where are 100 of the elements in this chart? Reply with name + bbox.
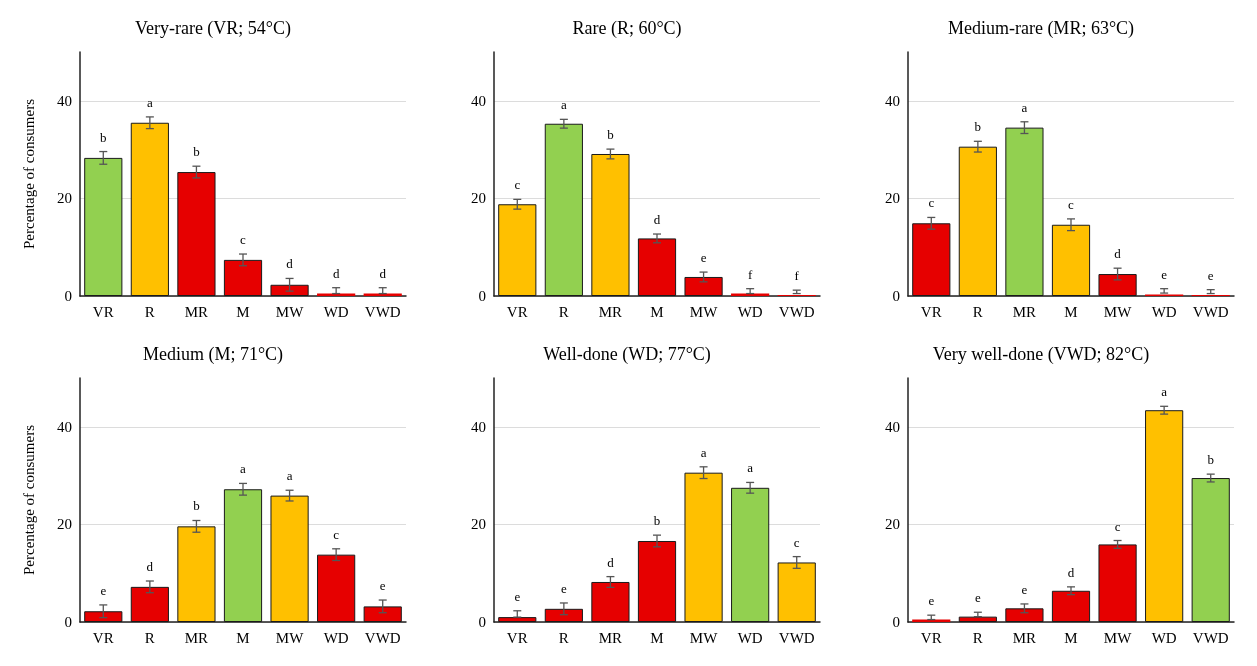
data-label: a xyxy=(146,94,153,110)
x-tick-label: MR xyxy=(184,303,209,320)
x-tick-label: VWD xyxy=(364,303,401,320)
chart-title: Rare (R; 60°C) xyxy=(572,18,682,39)
x-tick-label: MW xyxy=(1103,303,1133,320)
data-label: b xyxy=(193,144,200,160)
y-tick-label: 40 xyxy=(471,92,486,109)
data-label: e xyxy=(974,590,981,606)
x-tick-label: R xyxy=(144,303,155,320)
x-tick-label: MR xyxy=(598,303,623,320)
x-tick-label: M xyxy=(1064,629,1078,646)
data-label: a xyxy=(700,444,707,460)
y-tick-label: 20 xyxy=(57,516,72,533)
x-tick-label: MW xyxy=(1103,629,1133,646)
y-tick-label: 40 xyxy=(57,92,72,109)
y-tick-label: 0 xyxy=(478,614,486,630)
x-tick-label: R xyxy=(972,629,983,646)
x-tick-label: WD xyxy=(1151,629,1177,646)
chart-title: Medium (M; 71°C) xyxy=(142,344,284,365)
y-tick-label: 20 xyxy=(471,516,486,533)
x-tick-label: R xyxy=(972,303,983,320)
data-label: d xyxy=(332,265,340,281)
x-tick-label: R xyxy=(558,303,569,320)
x-tick-label: VWD xyxy=(778,629,815,646)
chart-title: Medium-rare (MR; 63°C) xyxy=(947,18,1135,39)
y-tick-label: 20 xyxy=(885,516,900,533)
x-tick-label: R xyxy=(144,629,155,646)
x-tick-label: VR xyxy=(506,303,528,320)
x-tick-label: VR xyxy=(506,629,528,646)
data-label: a xyxy=(747,460,754,476)
x-tick-label: VWD xyxy=(778,303,815,320)
data-label: d xyxy=(653,212,661,228)
chart-title: Very well-done (VWD; 82°C) xyxy=(932,344,1150,365)
data-label: b xyxy=(607,127,614,143)
x-tick-label: MR xyxy=(184,629,209,646)
data-label: d xyxy=(607,554,615,570)
data-label: e xyxy=(1021,581,1028,597)
data-label: e xyxy=(514,588,521,604)
y-tick-label: 20 xyxy=(885,190,900,207)
x-tick-label: M xyxy=(650,303,664,320)
x-tick-label: VWD xyxy=(1192,629,1229,646)
chart-title: Well-done (WD; 77°C) xyxy=(543,344,711,365)
y-tick-label: 40 xyxy=(57,418,72,435)
x-tick-label: M xyxy=(1064,303,1078,320)
x-tick-label: MW xyxy=(275,629,305,646)
x-tick-label: VR xyxy=(920,303,942,320)
data-label: c xyxy=(928,195,935,211)
x-tick-label: R xyxy=(558,629,569,646)
x-tick-label: VWD xyxy=(1192,303,1229,320)
data-label: e xyxy=(928,593,935,609)
data-label: e xyxy=(1161,266,1168,282)
data-label: f xyxy=(747,266,753,282)
x-tick-label: VR xyxy=(92,629,114,646)
data-label: d xyxy=(286,256,294,272)
data-label: c xyxy=(1068,196,1075,212)
data-label: d xyxy=(146,559,154,575)
x-tick-label: MR xyxy=(1012,303,1037,320)
chart-title: Very-rare (VR; 54°C) xyxy=(134,18,292,39)
data-label: b xyxy=(100,129,107,145)
data-label: b xyxy=(193,498,200,514)
x-tick-label: VR xyxy=(920,629,942,646)
x-tick-label: WD xyxy=(323,629,349,646)
y-axis-title: Percentage of consumers xyxy=(20,424,37,575)
y-tick-label: 0 xyxy=(64,614,72,630)
x-tick-label: M xyxy=(650,629,664,646)
y-tick-label: 40 xyxy=(471,418,486,435)
data-label: e xyxy=(1207,267,1214,283)
y-tick-label: 0 xyxy=(64,288,72,304)
data-label: b xyxy=(653,513,661,529)
data-label: a xyxy=(1161,384,1168,400)
data-label: e xyxy=(100,582,107,598)
x-tick-label: M xyxy=(236,629,250,646)
data-label: a xyxy=(240,461,247,477)
y-axis-title: Percentage of consumers xyxy=(20,98,37,249)
x-tick-label: MW xyxy=(275,303,305,320)
y-tick-label: 0 xyxy=(478,288,486,304)
x-tick-label: MW xyxy=(689,629,719,646)
y-tick-label: 40 xyxy=(885,418,900,435)
x-tick-label: WD xyxy=(737,629,763,646)
x-tick-label: WD xyxy=(737,303,763,320)
x-tick-label: WD xyxy=(323,303,349,320)
data-label: b xyxy=(1207,452,1214,468)
data-label: c xyxy=(514,177,521,193)
data-label: a xyxy=(286,468,293,484)
data-label: c xyxy=(1114,518,1121,534)
x-tick-label: VWD xyxy=(364,629,401,646)
y-tick-label: 20 xyxy=(471,190,486,207)
data-label: c xyxy=(793,534,800,550)
data-label: e xyxy=(700,250,707,266)
x-tick-label: M xyxy=(236,303,250,320)
data-label: d xyxy=(1114,246,1122,262)
y-tick-label: 40 xyxy=(885,92,900,109)
data-label: a xyxy=(1021,99,1028,115)
data-label: e xyxy=(379,578,386,594)
data-label: e xyxy=(560,580,567,596)
data-label: c xyxy=(333,526,340,542)
y-tick-label: 0 xyxy=(892,614,900,630)
data-label: f xyxy=(794,268,800,284)
x-tick-label: WD xyxy=(1151,303,1177,320)
data-label: a xyxy=(560,97,567,113)
